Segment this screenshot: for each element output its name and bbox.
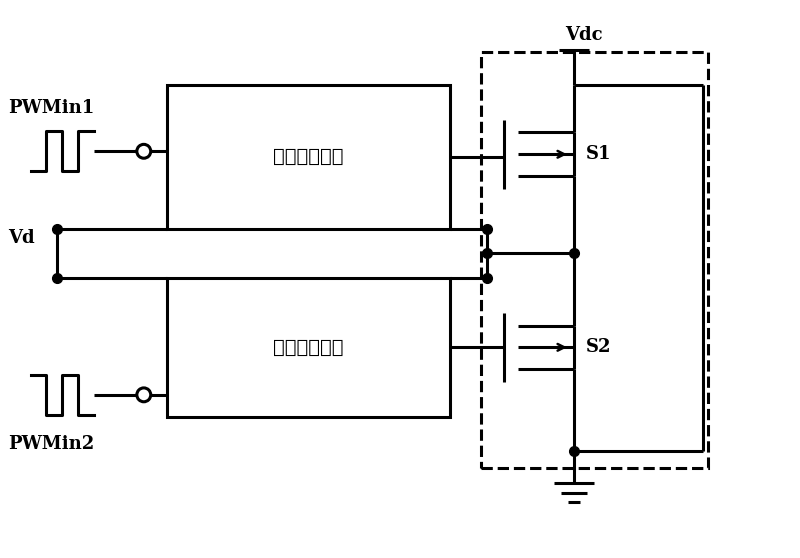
Bar xyxy=(166,278,450,417)
Text: 上管驱动电路: 上管驱动电路 xyxy=(273,147,343,166)
Bar xyxy=(166,85,450,229)
Text: Vdc: Vdc xyxy=(565,26,602,44)
Text: 下管驱动电路: 下管驱动电路 xyxy=(273,338,343,357)
Text: S2: S2 xyxy=(586,338,611,357)
Text: PWMin1: PWMin1 xyxy=(8,99,94,117)
Text: S1: S1 xyxy=(586,145,611,163)
Text: Vd: Vd xyxy=(8,229,34,247)
Text: PWMin2: PWMin2 xyxy=(8,435,94,453)
Bar xyxy=(482,52,708,468)
